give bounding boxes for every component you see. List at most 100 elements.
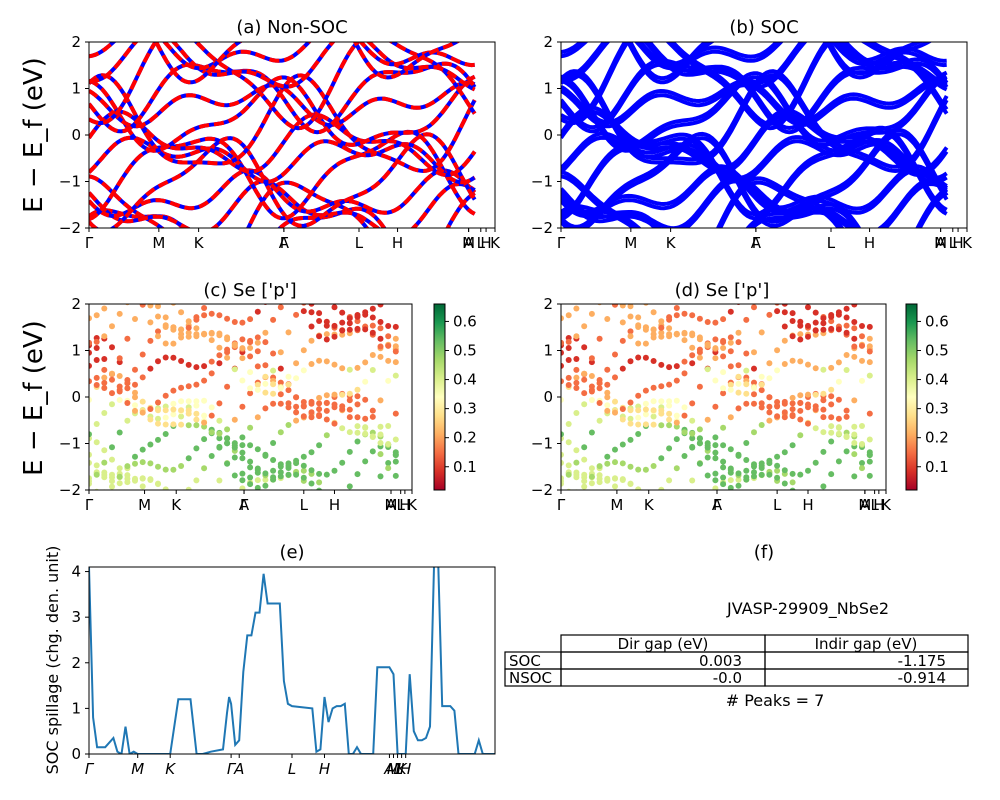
projected-band-point xyxy=(561,451,564,458)
projected-band-point xyxy=(836,509,842,515)
projected-band-point xyxy=(369,448,376,455)
projected-band-point xyxy=(355,525,361,531)
projected-band-point xyxy=(93,345,100,351)
projected-band-point xyxy=(170,400,177,407)
b-xtick-label: H xyxy=(952,234,963,252)
projected-band-point xyxy=(867,286,873,292)
projected-band-point xyxy=(727,469,734,476)
projected-band-point xyxy=(820,483,827,490)
c-ytick-label: 2 xyxy=(71,295,81,313)
projected-band-point xyxy=(224,354,231,361)
projected-band-point xyxy=(604,381,611,388)
projected-band-point xyxy=(728,259,734,265)
projected-band-point xyxy=(682,535,688,541)
projected-band-point xyxy=(362,359,369,366)
projected-band-point xyxy=(681,358,688,365)
projected-band-point xyxy=(612,292,618,298)
projected-band-point xyxy=(385,333,392,340)
projected-band-point xyxy=(596,417,603,424)
projected-band-point xyxy=(323,400,330,406)
projected-band-point xyxy=(812,406,819,413)
projected-band-point xyxy=(239,434,246,441)
b-xtick-label: Γ xyxy=(557,234,566,252)
projected-band-point xyxy=(132,389,138,396)
projected-band-point xyxy=(843,314,850,321)
projected-band-point xyxy=(565,421,572,427)
projected-band-point xyxy=(347,535,353,541)
projected-band-point xyxy=(573,459,580,466)
projected-band-point xyxy=(231,416,238,423)
projected-band-point xyxy=(239,455,246,462)
projected-band-point xyxy=(743,390,750,397)
panel-b-title: (b) SOC xyxy=(729,17,798,38)
projected-band-point xyxy=(163,291,169,297)
projected-band-point xyxy=(308,414,315,421)
projected-band-point xyxy=(774,294,780,300)
projected-band-point xyxy=(635,340,642,347)
projected-band-point xyxy=(619,337,626,344)
projected-band-point xyxy=(712,470,719,477)
projected-band-point xyxy=(712,449,719,456)
projected-band-point xyxy=(89,349,92,356)
projected-band-point xyxy=(620,290,626,296)
projected-band-point xyxy=(193,325,200,332)
band-soc-line xyxy=(561,70,948,149)
projected-band-point xyxy=(866,451,873,458)
projected-band-point xyxy=(720,316,727,323)
projected-band-point xyxy=(820,534,826,540)
projected-band-point xyxy=(308,309,315,316)
projected-band-point xyxy=(216,417,223,424)
projected-band-point xyxy=(573,474,580,481)
projected-band-point xyxy=(232,496,238,502)
projected-band-point xyxy=(285,329,292,336)
projected-band-point xyxy=(139,351,146,358)
projected-band-point xyxy=(866,323,873,330)
band-soc-line xyxy=(561,42,949,127)
d-xtick-label: K xyxy=(644,496,655,514)
projected-band-point xyxy=(277,385,284,391)
projected-band-point xyxy=(339,319,346,326)
projected-band-point xyxy=(650,407,657,414)
projected-band-point xyxy=(727,363,734,370)
a-xtick-label: H xyxy=(392,234,403,252)
projected-band-point xyxy=(781,467,788,474)
projected-band-point xyxy=(812,365,819,372)
projected-band-point xyxy=(178,384,185,391)
table-soc-dir-value: 0.003 xyxy=(699,652,742,670)
projected-band-point xyxy=(316,487,323,490)
projected-band-point xyxy=(697,509,703,515)
projected-band-point xyxy=(132,366,138,373)
projected-band-point xyxy=(239,470,246,477)
projected-band-point xyxy=(635,392,642,399)
panel-d-projected-bands: 210−1−2Γ M K ΓA L H AM LHK xyxy=(531,259,892,541)
projected-band-point xyxy=(805,420,811,427)
projected-band-point xyxy=(774,367,781,374)
projected-band-point xyxy=(300,367,307,374)
projected-band-point xyxy=(650,334,657,341)
projected-band-point xyxy=(392,335,399,342)
colorbar-c-tick-label: 0.6 xyxy=(453,312,477,330)
colorbar-d-tick-label: 0.2 xyxy=(925,429,949,447)
projected-band-point xyxy=(704,472,711,479)
panel-f-title: (f) xyxy=(754,542,774,563)
projected-band-point xyxy=(155,463,161,470)
projected-band-point xyxy=(596,463,603,470)
projected-band-point xyxy=(797,471,804,478)
projected-band-point xyxy=(666,398,673,405)
panel-a-band-structure: 210−1−2Γ M K ΓA L H AM LHK xyxy=(59,33,501,252)
projected-band-point xyxy=(573,260,579,266)
projected-band-point xyxy=(185,486,192,490)
projected-band-point xyxy=(247,474,254,481)
projected-band-point xyxy=(581,456,588,463)
projected-band-point xyxy=(124,269,130,275)
projected-band-point xyxy=(89,396,92,403)
projected-band-point xyxy=(254,334,261,341)
projected-band-point xyxy=(705,496,711,502)
projected-band-point xyxy=(162,466,169,473)
a-ytick-label: 1 xyxy=(71,80,81,98)
projected-band-point xyxy=(612,459,618,466)
projected-band-point xyxy=(147,477,154,483)
projected-band-point xyxy=(185,455,192,462)
projected-band-point xyxy=(316,310,323,317)
projected-band-point xyxy=(681,404,688,411)
